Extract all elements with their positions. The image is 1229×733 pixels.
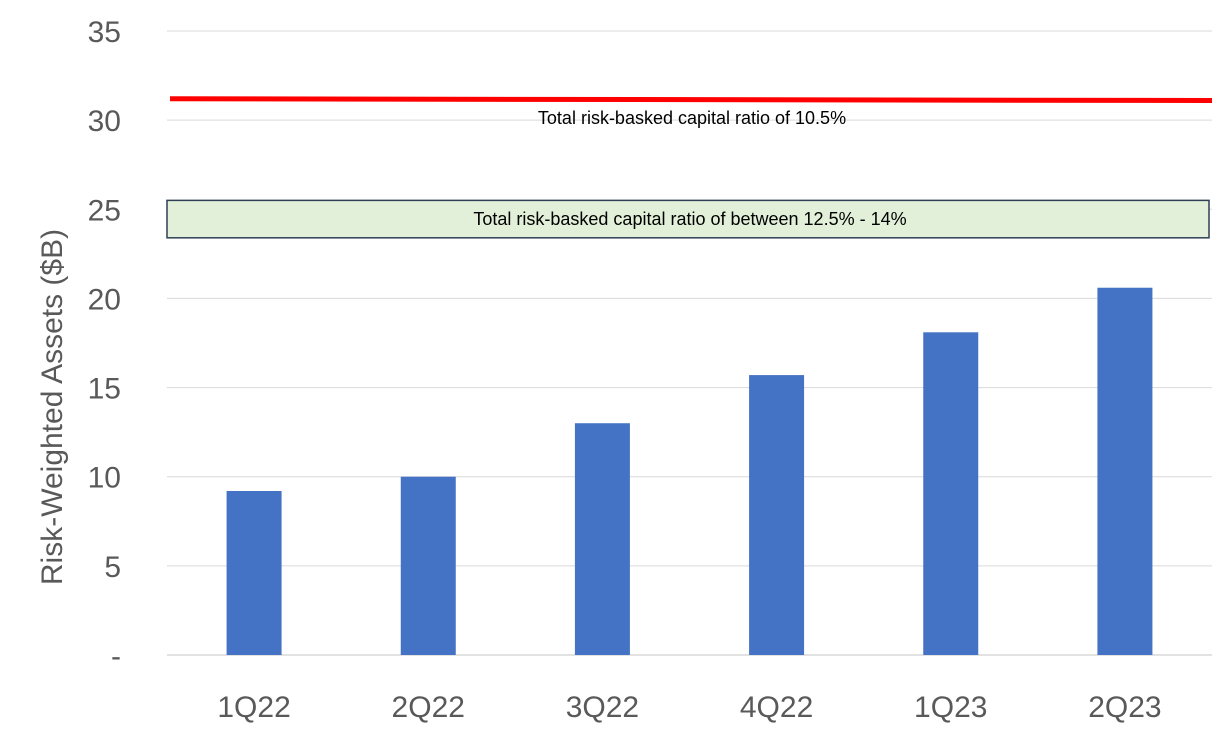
annotations: Total risk-basked capital ratio of betwe… xyxy=(166,96,1213,239)
y-tick-label: 10 xyxy=(88,462,121,495)
bars xyxy=(226,287,1153,655)
y-tick-label: 35 xyxy=(88,16,121,49)
x-tick-label: 2Q23 xyxy=(1088,691,1161,724)
bar xyxy=(1097,287,1153,655)
y-tick-label: 15 xyxy=(88,373,121,406)
band-label: Total risk-basked capital ratio of betwe… xyxy=(473,209,906,229)
bar xyxy=(400,476,456,655)
y-axis-title: Risk-Weighted Assets ($B) xyxy=(36,229,69,585)
y-tick-label: 30 xyxy=(88,105,121,138)
y-tick-label: - xyxy=(111,640,121,673)
y-tick-label: 5 xyxy=(104,551,121,584)
y-tick-label: 25 xyxy=(88,194,121,227)
bar xyxy=(923,332,979,655)
capital-ratio-band xyxy=(166,199,1210,239)
x-tick-label: 2Q22 xyxy=(392,691,465,724)
y-axis-ticks: - 5 10 15 20 25 30 35 xyxy=(88,16,121,673)
y-tick-label: 20 xyxy=(88,283,121,316)
threshold-line xyxy=(169,96,1213,104)
bar xyxy=(226,490,282,655)
x-axis-ticks: 1Q22 2Q22 3Q22 4Q22 1Q23 2Q23 xyxy=(217,691,1161,724)
threshold-label: Total risk-basked capital ratio of 10.5% xyxy=(538,108,846,128)
bar xyxy=(749,375,805,655)
x-tick-label: 4Q22 xyxy=(740,691,813,724)
bar xyxy=(574,423,630,655)
x-tick-label: 3Q22 xyxy=(566,691,639,724)
x-tick-label: 1Q22 xyxy=(217,691,290,724)
x-tick-label: 1Q23 xyxy=(914,691,987,724)
